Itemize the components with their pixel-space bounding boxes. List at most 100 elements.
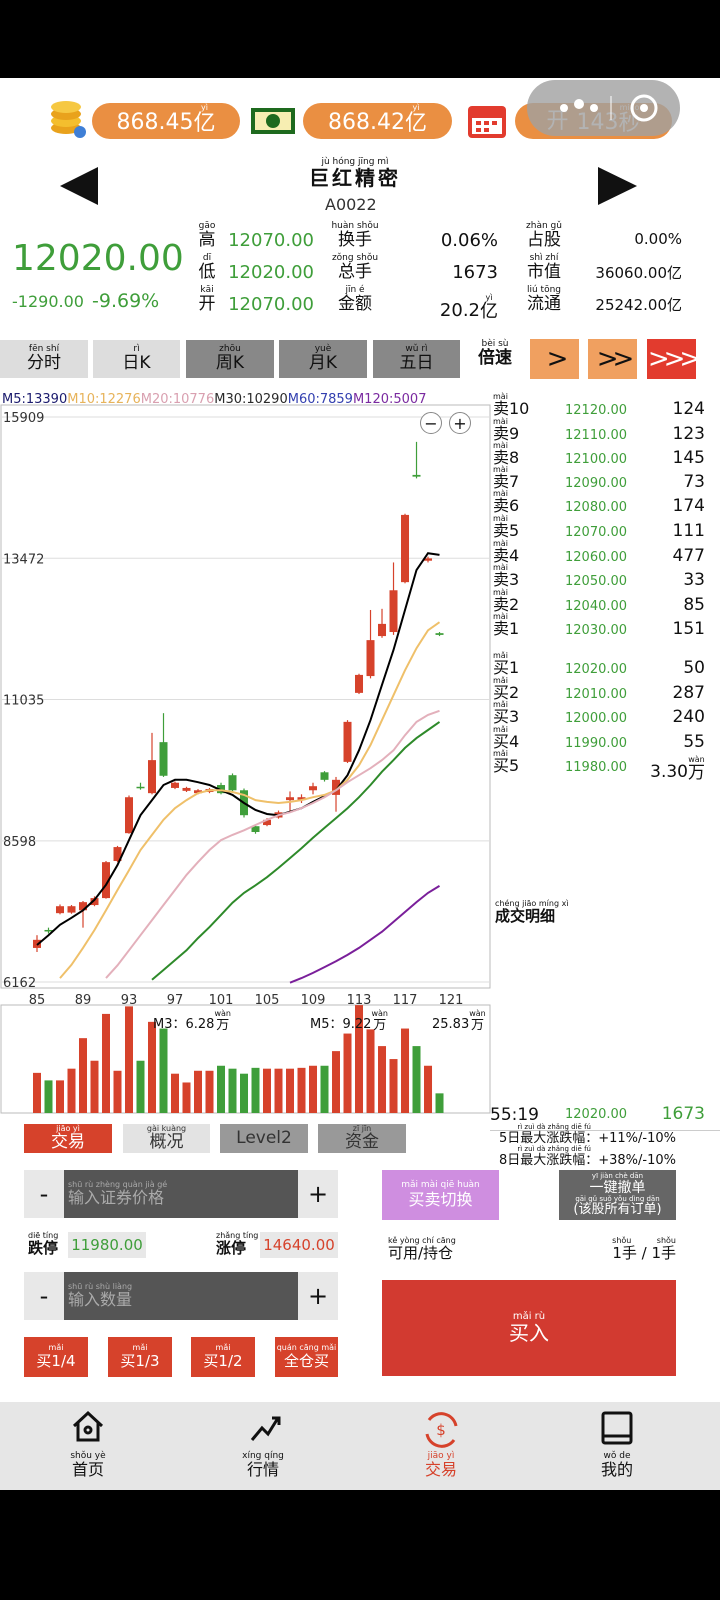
speed-button[interactable]: >>> [647, 339, 701, 379]
book-volume-text: 145 [672, 448, 705, 468]
period-tab[interactable]: yuè 月K [279, 340, 367, 378]
minus-button[interactable]: - [24, 1272, 64, 1320]
period-tab[interactable]: wǔ rì 五日 [373, 340, 460, 378]
pinyin: yī jiàn chè dān [591, 1172, 644, 1181]
label: 日K [122, 353, 151, 374]
book-label: mài 卖8 [493, 441, 519, 467]
unit-text: 亿 [193, 111, 216, 136]
home-icon[interactable] [72, 1410, 104, 1442]
pinyin: wàn [469, 1009, 486, 1018]
next-arrow[interactable] [598, 167, 637, 205]
unit-text: 亿 [480, 301, 498, 322]
panel-tab-label[interactable]: Level2 [236, 1129, 292, 1148]
zoom-button[interactable]: + [449, 412, 471, 434]
switch-button[interactable]: mǎi mài qiē huàn 买卖切换 [382, 1170, 499, 1220]
balance-pill: 868.42 yì 亿 [303, 103, 452, 139]
nav-item[interactable]: wǒ de 我的 [601, 1451, 633, 1479]
label: 买卖切换 [408, 1189, 473, 1209]
stat-label: zǒng shǒu 总手 [332, 253, 378, 283]
switch-label[interactable]: mǎi mài qiē huàn 买卖切换 [401, 1180, 480, 1209]
label: 周K [215, 353, 245, 374]
buy-label[interactable]: mǎi rù 买入 [509, 1310, 549, 1346]
book-label: mǎi 买1 [493, 651, 519, 677]
cancel-all-button[interactable]: yī jiàn chè dān 一键撤单 gāi gǔ suǒ yǒu dìng d… [559, 1170, 676, 1220]
pinyin: mài [493, 588, 508, 597]
label: 流通 [527, 294, 561, 315]
period-tab-label[interactable]: yuè 月K [308, 343, 338, 374]
plus-label: + [307, 1180, 329, 1208]
label: 涨停 [216, 1239, 247, 1258]
plus-button[interactable]: + [298, 1170, 338, 1218]
label: 总手 [338, 262, 372, 283]
mine-icon[interactable] [601, 1411, 633, 1445]
label: 巨红精密 [309, 166, 401, 191]
stat-value-text: 1673 [452, 262, 498, 283]
quick-buy-button[interactable]: mǎi 买1/2 [191, 1337, 255, 1377]
limit-range: rì zuì dà zhǎng diē fú 5日最大涨跌幅：+11%/-10% [499, 1123, 676, 1146]
market-icon[interactable] [250, 1416, 281, 1441]
quick-buy-label[interactable]: mǎi 买1/3 [120, 1344, 159, 1369]
unit: wàn 万 [214, 1010, 231, 1033]
label: 1手 / 1手 [612, 1244, 676, 1263]
label: 首页 [71, 1460, 105, 1480]
book-volume: 124 [673, 399, 705, 419]
book-label: mǎi 买4 [493, 725, 519, 751]
pinyin: jù hóng jīng mì [321, 157, 389, 167]
period-tab-label[interactable]: rì 日K [122, 344, 151, 374]
book-volume-text: 151 [672, 619, 705, 639]
panel-tab[interactable]: Level2 [220, 1124, 308, 1153]
speed-button[interactable]: >> [588, 339, 637, 379]
last-time: 55:19 [490, 1105, 539, 1125]
quick-buy-label[interactable]: mǎi 买1/2 [203, 1344, 242, 1369]
book-volume-text: 73 [683, 472, 705, 492]
period-tab-label[interactable]: zhōu 周K [215, 344, 245, 374]
cancel-all-label[interactable]: yī jiàn chè dān 一键撤单 [590, 1173, 646, 1195]
panel-tab[interactable]: gài kuàng 概况 [123, 1124, 210, 1153]
quick-buy-button[interactable]: mǎi 买1/3 [108, 1337, 172, 1377]
quick-buy-label[interactable]: mǎi 买1/4 [36, 1344, 75, 1369]
buy-button[interactable]: mǎi rù 买入 [382, 1280, 676, 1376]
pinyin: yuè [314, 343, 332, 354]
period-tab[interactable]: rì 日K [93, 340, 180, 378]
quick-buy-button[interactable]: quán cāng mǎi 全仓买 [275, 1337, 338, 1377]
panel-tab-label[interactable]: jiāo yì 交易 [51, 1124, 85, 1152]
label: 月K [308, 353, 338, 374]
zoom-button[interactable]: − [420, 412, 442, 434]
volume-label-text: 25.83 [432, 1017, 470, 1032]
plus-button[interactable]: + [298, 1272, 338, 1320]
trade-icon[interactable]: $ [425, 1412, 458, 1448]
banknote-icon [251, 108, 295, 134]
stat-value: 0.06% [441, 230, 498, 251]
input-field[interactable]: shū rù shù liàng 输入数量 [64, 1272, 298, 1320]
panel-tab-label[interactable]: zī jīn 资金 [345, 1124, 379, 1151]
speed-button[interactable]: > [530, 339, 579, 379]
label: 买1/2 [203, 1351, 243, 1370]
panel-tab[interactable]: jiāo yì 交易 [24, 1124, 112, 1153]
pinyin: xíng qíng [242, 1451, 284, 1461]
period-tab[interactable]: zhōu 周K [186, 340, 274, 378]
panel-tab-label[interactable]: gài kuàng 概况 [147, 1124, 186, 1151]
position-value: shǒu shǒu 1手 / 1手 [612, 1236, 676, 1263]
label: 交易 [51, 1131, 85, 1152]
nav-item[interactable]: jiāo yì 交易 [425, 1451, 457, 1479]
pinyin: shǒu shǒu [612, 1236, 676, 1245]
period-tab-label[interactable]: fēn shí 分时 [27, 344, 61, 373]
period-tab-label[interactable]: wǔ rì 五日 [400, 344, 434, 373]
nav-item[interactable]: xíng qíng 行情 [242, 1451, 284, 1479]
unit: wàn 万 [371, 1010, 388, 1033]
quick-buy-label[interactable]: quán cāng mǎi 全仓买 [277, 1344, 337, 1369]
nav-item[interactable]: shǒu yè 首页 [70, 1451, 105, 1480]
pinyin: mǎi rù [512, 1310, 546, 1322]
minus-button[interactable]: - [24, 1170, 64, 1218]
input-field[interactable]: shū rù zhèng quàn jià gé 输入证券价格 [64, 1170, 298, 1218]
label: 买入 [509, 1321, 549, 1346]
prev-arrow[interactable] [60, 167, 98, 205]
period-tab[interactable]: fēn shí 分时 [0, 340, 88, 378]
mini-program-capsule[interactable] [527, 80, 680, 136]
stat-value-text: 20.2 [439, 300, 480, 321]
pinyin: yì [412, 103, 420, 112]
limit-value-text: 14640.00 [263, 1236, 335, 1254]
quick-buy-button[interactable]: mǎi 买1/4 [24, 1337, 88, 1377]
stat-label: liú tōng 流通 [527, 285, 561, 315]
panel-tab[interactable]: zī jīn 资金 [318, 1124, 406, 1153]
